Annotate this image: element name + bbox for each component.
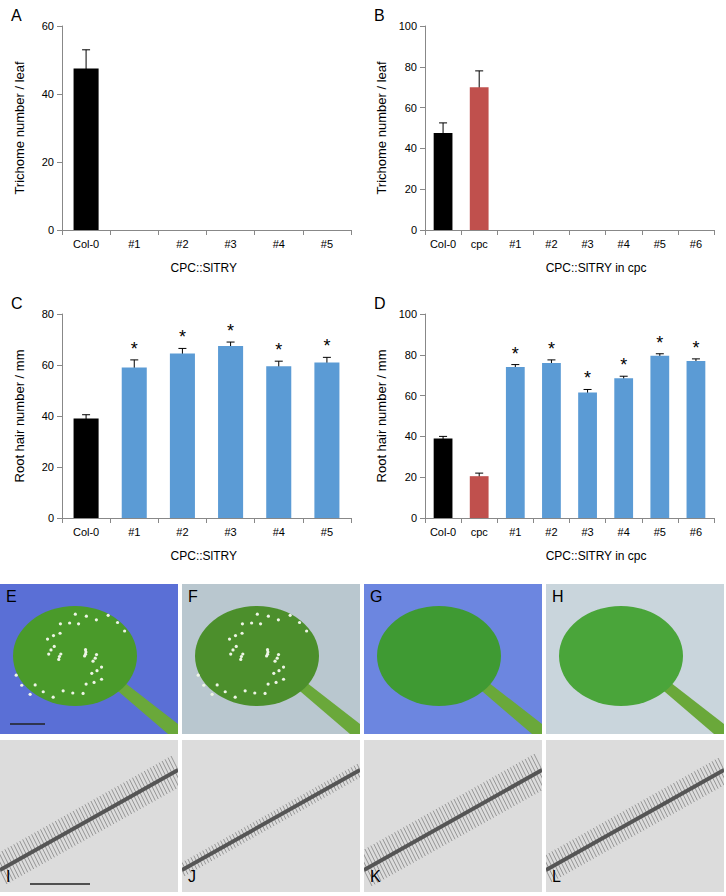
- svg-text:#3: #3: [224, 238, 236, 250]
- svg-text:60: 60: [405, 390, 417, 402]
- svg-text:C: C: [11, 295, 23, 312]
- html-text:I: I: [6, 868, 11, 885]
- svg-text:40: 40: [405, 430, 417, 442]
- svg-text:Root hair number / mm: Root hair number / mm: [12, 350, 27, 483]
- svg-text:#2: #2: [545, 238, 557, 250]
- svg-text:60: 60: [405, 102, 417, 114]
- html-text:L: L: [552, 868, 561, 885]
- svg-text:cpc: cpc: [471, 238, 489, 250]
- svg-text:#5: #5: [654, 238, 666, 250]
- svg-text:Trichome number / leaf: Trichome number / leaf: [374, 61, 389, 195]
- svg-text:*: *: [548, 339, 555, 359]
- html-text:G: G: [370, 588, 383, 605]
- svg-text:#1: #1: [509, 526, 521, 538]
- svg-text:#3: #3: [581, 526, 593, 538]
- svg-text:Col-0: Col-0: [73, 238, 99, 250]
- svg-text:#6: #6: [690, 526, 702, 538]
- svg-text:#1: #1: [128, 526, 140, 538]
- svg-text:CPC::SlTRY: CPC::SlTRY: [171, 549, 237, 563]
- svg-text:*: *: [692, 338, 699, 358]
- svg-text:#4: #4: [273, 526, 285, 538]
- svg-text:0: 0: [48, 224, 54, 236]
- svg-text:Trichome number / leaf: Trichome number / leaf: [12, 61, 27, 195]
- svg-text:20: 20: [405, 471, 417, 483]
- svg-text:#4: #4: [618, 238, 630, 250]
- svg-text:Col-0: Col-0: [430, 238, 456, 250]
- svg-text:*: *: [227, 321, 234, 341]
- svg-text:0: 0: [411, 224, 417, 236]
- svg-text:*: *: [584, 368, 591, 388]
- svg-text:CPC::SlTRY in cpc: CPC::SlTRY in cpc: [546, 261, 647, 275]
- svg-text:0: 0: [48, 512, 54, 524]
- svg-text:40: 40: [405, 142, 417, 154]
- svg-text:B: B: [374, 7, 385, 24]
- html-text:H: H: [552, 588, 564, 605]
- html-text:F: F: [188, 588, 198, 605]
- svg-text:Root hair number / mm: Root hair number / mm: [374, 350, 389, 483]
- svg-text:40: 40: [42, 88, 54, 100]
- svg-text:*: *: [323, 336, 330, 356]
- svg-text:D: D: [374, 295, 386, 312]
- html-text:K: K: [370, 868, 381, 885]
- svg-text:*: *: [620, 355, 627, 375]
- svg-text:*: *: [131, 339, 138, 359]
- svg-text:20: 20: [42, 156, 54, 168]
- svg-text:*: *: [179, 327, 186, 347]
- svg-text:CPC::SlTRY: CPC::SlTRY: [171, 261, 237, 275]
- svg-text:80: 80: [42, 308, 54, 320]
- svg-text:40: 40: [42, 410, 54, 422]
- html-text:J: J: [188, 868, 196, 885]
- svg-text:#4: #4: [618, 526, 630, 538]
- svg-text:#2: #2: [545, 526, 557, 538]
- svg-text:#6: #6: [690, 238, 702, 250]
- html-text:E: E: [6, 588, 17, 605]
- svg-text:Col-0: Col-0: [73, 526, 99, 538]
- svg-text:60: 60: [42, 20, 54, 32]
- svg-text:*: *: [512, 344, 519, 364]
- svg-text:20: 20: [405, 183, 417, 195]
- svg-text:Col-0: Col-0: [430, 526, 456, 538]
- svg-text:A: A: [11, 7, 22, 24]
- svg-text:*: *: [656, 333, 663, 353]
- svg-text:CPC::SlTRY in cpc: CPC::SlTRY in cpc: [546, 549, 647, 563]
- svg-text:#3: #3: [224, 526, 236, 538]
- svg-text:#5: #5: [321, 526, 333, 538]
- svg-text:60: 60: [42, 359, 54, 371]
- svg-text:#5: #5: [321, 238, 333, 250]
- svg-text:#1: #1: [509, 238, 521, 250]
- svg-text:#2: #2: [176, 238, 188, 250]
- svg-text:80: 80: [405, 61, 417, 73]
- svg-text:cpc: cpc: [471, 526, 489, 538]
- svg-text:#3: #3: [581, 238, 593, 250]
- svg-text:#2: #2: [176, 526, 188, 538]
- svg-text:#1: #1: [128, 238, 140, 250]
- svg-text:20: 20: [42, 461, 54, 473]
- svg-text:100: 100: [399, 308, 417, 320]
- svg-text:80: 80: [405, 349, 417, 361]
- svg-text:0: 0: [411, 512, 417, 524]
- svg-text:#4: #4: [273, 238, 285, 250]
- svg-text:*: *: [275, 340, 282, 360]
- svg-text:#5: #5: [654, 526, 666, 538]
- svg-text:100: 100: [399, 20, 417, 32]
